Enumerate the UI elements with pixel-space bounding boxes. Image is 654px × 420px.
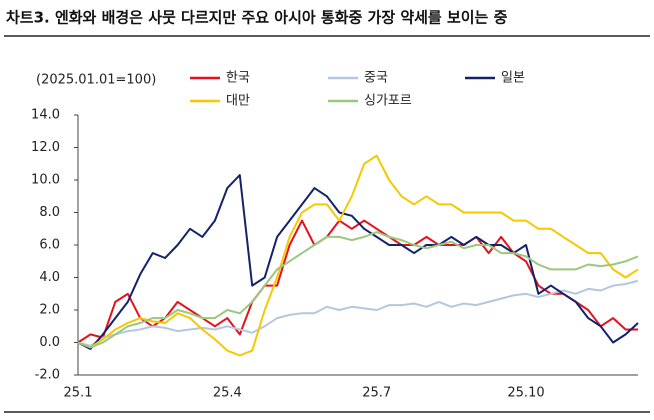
series-line [77,174,639,350]
chart-subtitle: (2025.01.01=100) [36,73,156,88]
legend-label: 싱가포르 [364,94,412,109]
chart-title: 차트3. 엔화와 배경은 사뭇 다르지만 주요 아시아 통화중 가장 약세를 보… [6,9,508,27]
y-tick-label: -2.0 [35,368,60,383]
legend-label: 중국 [364,71,388,86]
x-tick-label: 25.1 [64,386,93,401]
y-tick-label: 10.0 [31,173,60,188]
x-tick-label: 25.10 [507,386,544,401]
legend-label: 대만 [226,94,250,109]
y-tick-label: 2.0 [39,303,60,318]
y-tick-label: 8.0 [39,205,60,220]
legend-label: 일본 [501,71,525,86]
x-tick-label: 25.4 [213,386,242,401]
y-tick-label: 14.0 [31,108,60,123]
y-tick-label: 12.0 [31,140,60,155]
series-line [77,231,639,349]
y-tick-label: 4.0 [39,270,60,285]
x-tick-label: 25.7 [362,386,391,401]
legend-label: 한국 [226,71,250,86]
series-line [77,279,639,347]
y-tick-label: 0.0 [39,335,60,350]
series-line [77,154,639,357]
y-tick-label: 6.0 [39,238,60,253]
